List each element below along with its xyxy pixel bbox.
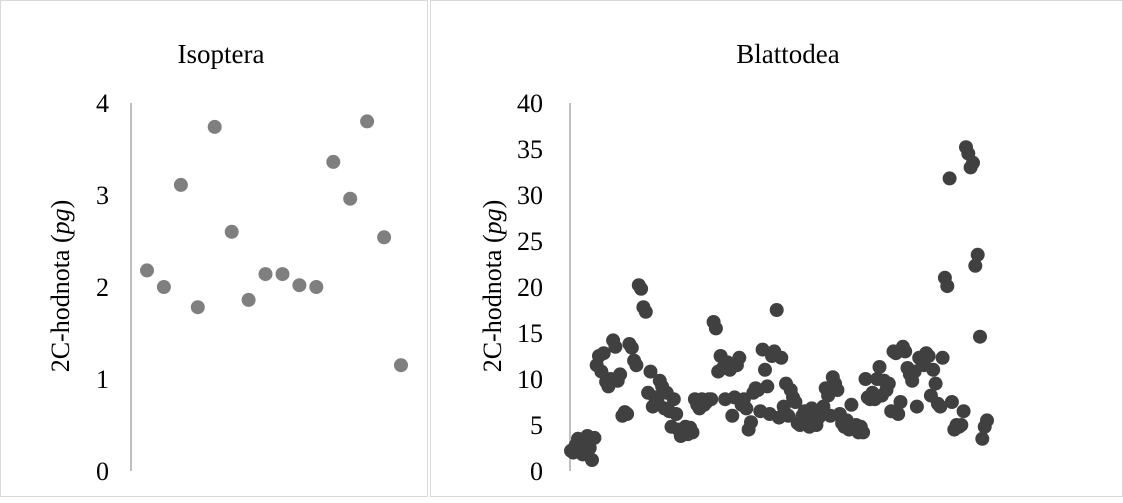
blattodea-data-point (587, 430, 602, 445)
isoptera-data-point (258, 267, 273, 282)
blattodea-data-point (732, 350, 747, 365)
blattodea-data-point (970, 247, 985, 262)
blattodea-data-point (975, 431, 990, 446)
blattodea-data-point (760, 379, 775, 394)
blattodea-y-tick-label: 5 (530, 411, 543, 440)
isoptera-data-point (207, 119, 222, 134)
blattodea-data-point (613, 367, 628, 382)
blattodea-data-point (758, 362, 772, 377)
isoptera-data-point (292, 278, 307, 293)
blattodea-data-point (856, 425, 871, 440)
blattodea-data-point (744, 415, 758, 430)
blattodea-data-point (769, 303, 784, 317)
blattodea-data-point (638, 304, 653, 319)
isoptera-data-point (275, 267, 290, 282)
blattodea-data-point (788, 395, 803, 409)
isoptera-y-tick-label: 1 (96, 365, 109, 394)
blattodea-data-point (629, 358, 644, 373)
blattodea-data-point (928, 376, 943, 391)
blattodea-y-tick-label: 40 (517, 89, 543, 118)
blattodea-data-point (909, 399, 924, 414)
isoptera-chart-panel: Isoptera 0 1 2 3 4 2C-hodnota (pg) (0, 0, 428, 497)
blattodea-data-point (844, 397, 859, 412)
blattodea-data-point (739, 401, 754, 416)
isoptera-data-point (309, 280, 324, 294)
blattodea-y-tick-label: 25 (517, 227, 543, 256)
blattodea-chart-panel: Blattodea 0 5 10 15 20 25 30 35 40 2C-hodnota (pg) (430, 0, 1123, 497)
blattodea-y-tick-label: 35 (517, 135, 543, 164)
blattodea-data-point (596, 346, 611, 361)
blattodea-y-tick-label: 15 (517, 319, 543, 348)
blattodea-data-point (973, 329, 987, 344)
isoptera-y-tick-label: 3 (96, 181, 109, 210)
blattodea-data-point (620, 407, 635, 421)
blattodea-y-axis-label: 2C-hodnota (pg) (478, 200, 507, 373)
isoptera-data-point (326, 154, 341, 169)
isoptera-data-point (343, 191, 358, 206)
blattodea-data-point (898, 344, 913, 359)
isoptera-data-point (377, 230, 392, 245)
blattodea-data-point (891, 407, 906, 421)
blattodea-data-point (708, 321, 723, 336)
isoptera-data-point (360, 114, 375, 129)
blattodea-data-point (872, 360, 887, 374)
blattodea-data-point (685, 425, 700, 440)
blattodea-data-point (968, 258, 983, 273)
isoptera-data-point (241, 292, 256, 307)
isoptera-data-point (156, 280, 171, 294)
isoptera-y-axis-label: 2C-hodnota (pg) (46, 200, 75, 373)
blattodea-data-point (921, 349, 936, 363)
blattodea-data-point (624, 340, 639, 355)
isoptera-y-tick-label: 4 (96, 89, 109, 118)
isoptera-y-tick-label: 0 (96, 457, 109, 486)
blattodea-data-point (980, 413, 994, 428)
blattodea-data-point (893, 395, 908, 409)
blattodea-y-tick-label: 20 (517, 273, 543, 302)
blattodea-data-point (881, 376, 896, 391)
blattodea-data-point (926, 362, 941, 377)
blattodea-data-point (966, 155, 980, 170)
blattodea-data-point (585, 453, 599, 467)
blattodea-data-point (830, 383, 845, 397)
blattodea-data-point (954, 418, 969, 432)
blattodea-data-point (956, 404, 971, 419)
blattodea-data-point (933, 399, 948, 414)
blattodea-data-point (669, 407, 684, 421)
blattodea-data-point (940, 279, 955, 294)
isoptera-data-point (224, 224, 239, 239)
blattodea-data-point (935, 350, 950, 365)
isoptera-data-point (394, 358, 408, 373)
blattodea-data-point (725, 408, 740, 423)
blattodea-data-point (942, 171, 957, 186)
blattodea-data-point (608, 339, 623, 354)
isoptera-data-point (140, 263, 154, 278)
blattodea-data-point (643, 364, 658, 379)
blattodea-data-point (774, 350, 789, 365)
isoptera-scatter-plot: Isoptera 0 1 2 3 4 2C-hodnota (pg) (46, 39, 408, 486)
isoptera-data-point (190, 300, 205, 315)
isoptera-chart-title: Isoptera (178, 39, 265, 69)
blattodea-y-tick-label: 0 (530, 457, 543, 486)
blattodea-data-point (666, 392, 681, 407)
blattodea-y-tick-label: 10 (517, 365, 543, 394)
blattodea-scatter-plot: Blattodea 0 5 10 15 20 25 30 35 40 2C-hodnota (pg) (478, 39, 994, 486)
blattodea-data-point (781, 408, 796, 423)
blattodea-data-point (944, 395, 959, 409)
blattodea-y-tick-label: 30 (517, 181, 543, 210)
blattodea-data-point (858, 372, 873, 386)
isoptera-data-point (173, 177, 188, 192)
blattodea-chart-title: Blattodea (736, 39, 839, 69)
isoptera-y-tick-label: 2 (96, 273, 109, 302)
blattodea-data-point (704, 392, 719, 407)
blattodea-data-point (634, 281, 649, 296)
